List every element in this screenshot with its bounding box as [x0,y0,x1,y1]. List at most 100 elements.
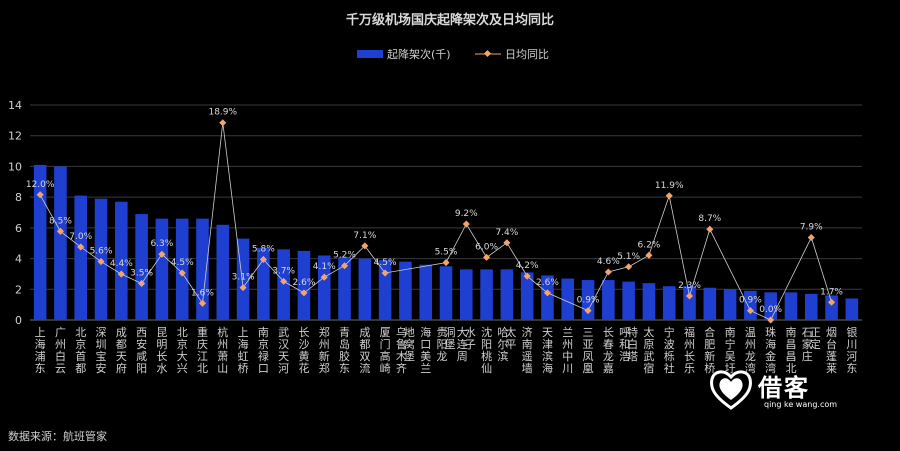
x-tick-char: 山 [217,362,228,375]
x-tick-char: 东 [339,362,350,375]
x-tick-char: 齐 [396,361,407,375]
growth-data-label: 5.8% [252,244,275,254]
x-tick-char: 湾 [765,361,776,375]
x-tick-char: 墙 [522,361,533,375]
x-tick-char: 都 [359,338,370,351]
growth-data-label: 2.6% [293,278,316,288]
x-tick-char: 龙 [745,350,756,363]
x-tick-char: 美 [420,350,431,363]
growth-data-label: 11.9% [655,181,684,191]
x-tick-char: 青 [339,326,350,339]
bar [561,278,575,320]
x-tick-char: 明 [156,338,167,351]
x-tick-char: 昌 [785,350,796,363]
growth-point [320,273,328,281]
growth-point [625,263,633,271]
x-tick-char: 大 [177,349,188,363]
x-tick-char: 合 [704,325,715,339]
x-tick-char: 嘉 [603,361,614,375]
x-tick-char: 北 [785,362,796,375]
x-tick-char: 黄 [298,349,309,363]
bar [196,218,209,320]
bar-series [33,164,859,320]
x-tick-char: 川 [562,362,573,375]
y-tick-label: 14 [8,99,22,112]
legend-line-marker [483,49,492,58]
bar [378,260,392,320]
x-tick-char: 海 [542,361,553,375]
x-tick-char: 济 [522,325,533,339]
data-source-note: 数据来源：航班管家 [8,430,107,443]
x-tick-char: 特 [627,325,638,339]
bar [662,286,676,320]
growth-data-label: 7.0% [69,232,92,242]
growth-data-label: 8.5% [49,216,72,226]
x-tick-char: 上 [238,326,249,339]
bar [642,283,656,320]
growth-point [828,298,836,306]
growth-point [300,289,308,297]
bar [33,164,47,320]
growth-data-label: 4.6% [597,257,620,267]
x-tick-char: 长 [298,326,309,339]
x-tick-char: 郑 [319,325,330,339]
x-tick-char: 波 [664,338,675,351]
bar [602,280,615,320]
growth-point [239,284,247,292]
growth-point [341,262,349,270]
growth-data-label: 8.7% [698,214,721,224]
x-tick-char: 栎 [664,350,675,363]
bar [175,218,189,320]
growth-data-label: 0.9% [739,296,762,306]
growth-data-label: 1.6% [191,288,214,298]
x-tick-char: 兰 [562,326,573,339]
site-logo: 借客 qing ke wang.com [708,366,838,416]
bar [115,201,128,320]
bar [622,281,635,320]
x-tick-char: 首 [75,349,86,363]
y-tick-label: 6 [15,222,22,235]
growth-data-label: 2.3% [678,281,701,291]
x-tick-char: 北 [75,326,86,339]
growth-point [543,289,551,297]
x-tick-char: 长 [603,326,614,339]
x-tick-char: 杭 [217,325,228,339]
x-tick-char: 中 [562,350,573,363]
x-tick-char: 长 [156,350,167,363]
bar [135,214,148,320]
x-tick-char: 天 [116,350,127,363]
x-tick-char: 阳 [481,338,492,351]
x-tick-char: 桥 [704,362,715,375]
x-tick-char: 禄 [258,349,269,363]
bar [804,293,818,320]
growth-point [807,234,815,242]
x-tick-char: 成 [116,326,127,339]
x-tick-char: 州 [55,338,66,351]
bar [744,290,757,320]
bar [419,264,432,320]
x-tick-char: 珠 [765,325,776,339]
growth-data-label: 2.6% [536,278,559,288]
x-tick-char: 海 [765,337,776,351]
growth-data-label: 4.2% [516,261,539,271]
x-tick-char: 昆 [156,326,167,339]
x-tick-char: 凤 [583,350,594,363]
growth-point [381,269,389,277]
growth-point [259,255,267,264]
x-tick-char: 宁 [725,337,736,351]
